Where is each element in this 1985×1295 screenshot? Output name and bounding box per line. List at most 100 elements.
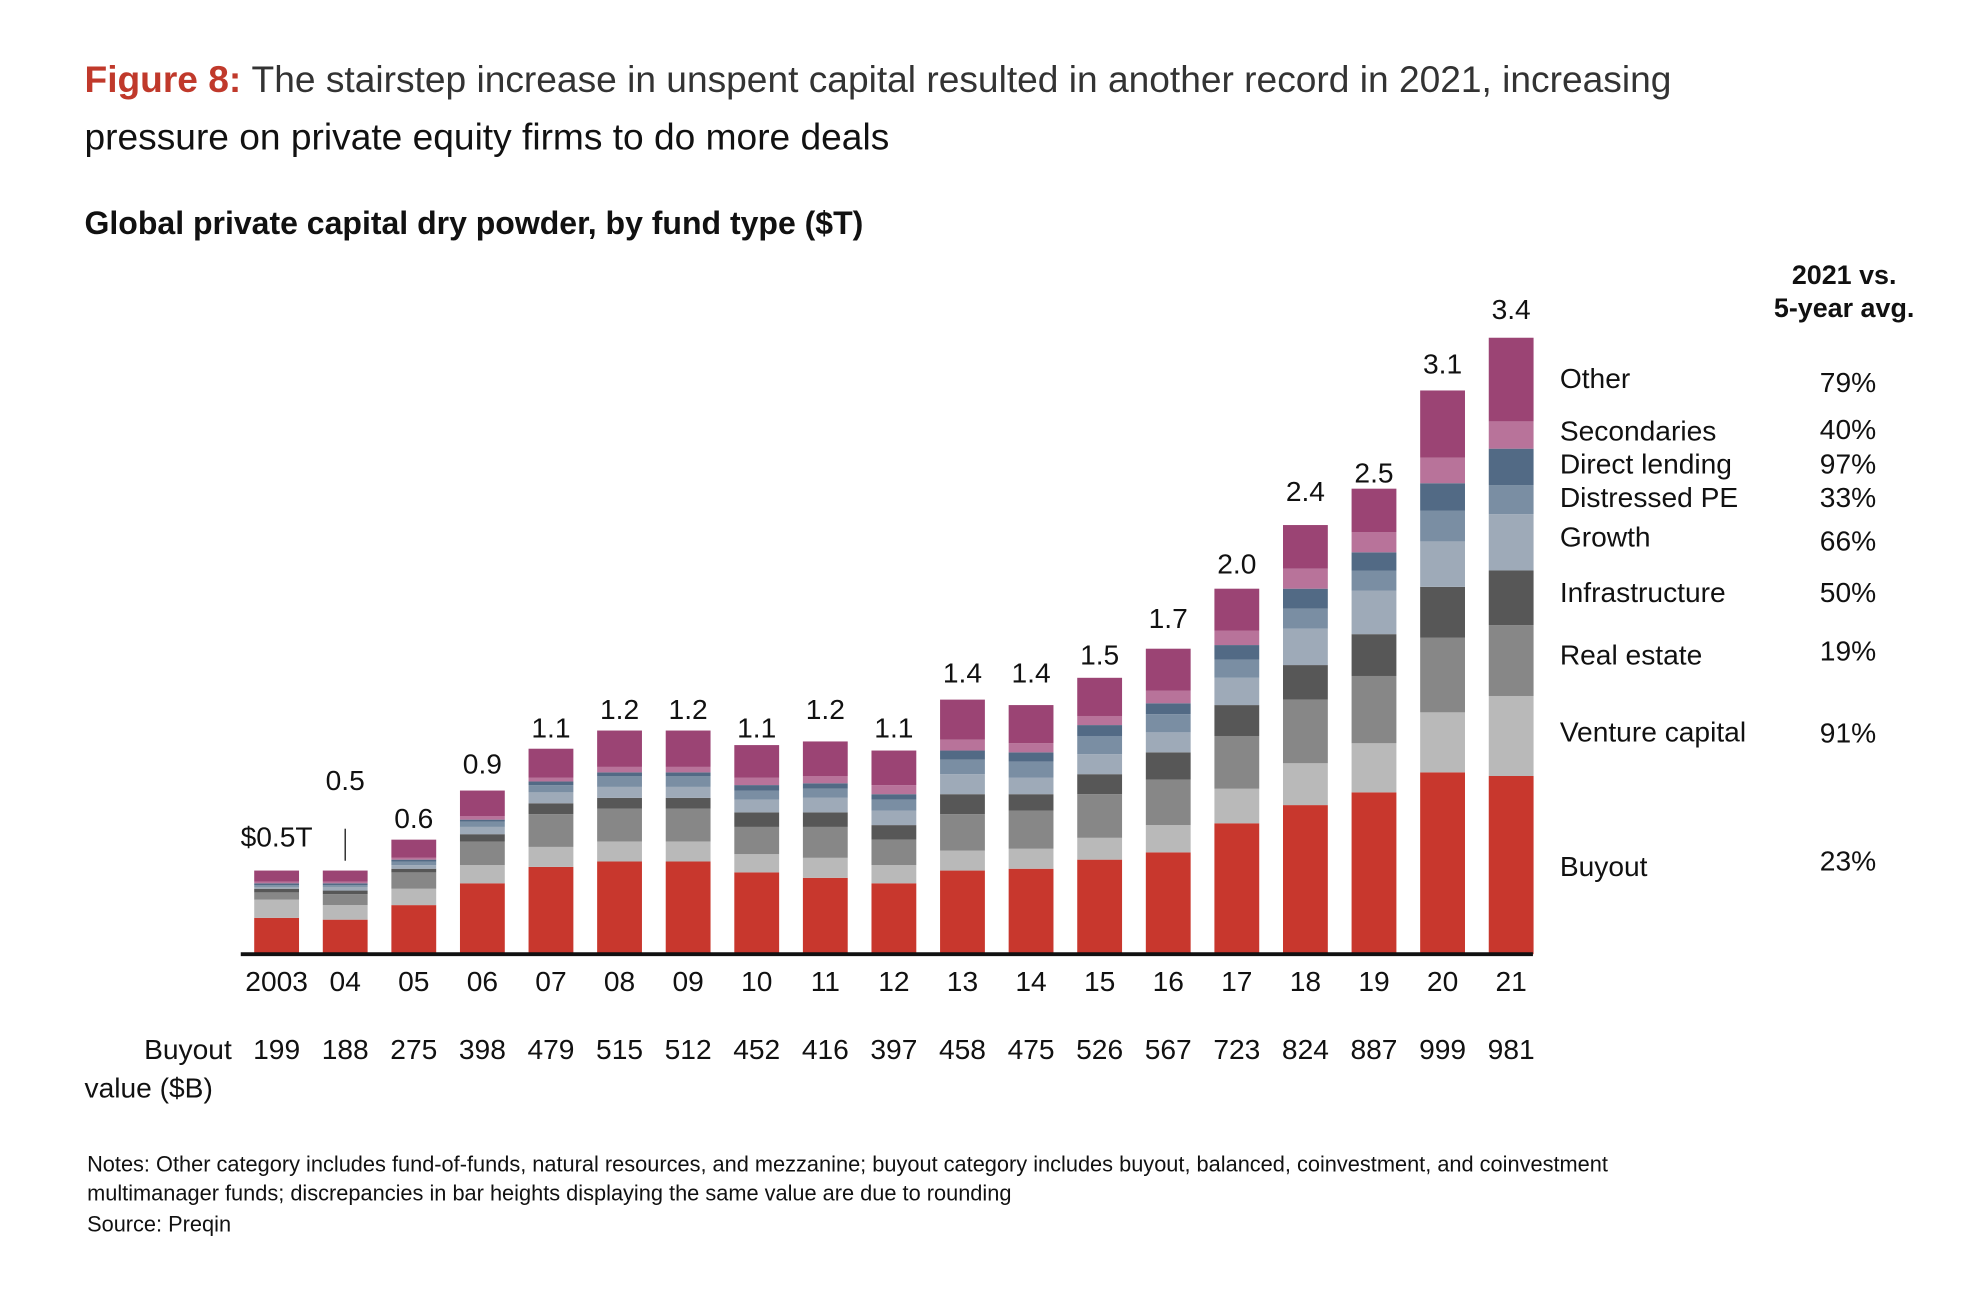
bar-segment	[802, 812, 848, 827]
bar-segment	[1214, 677, 1260, 706]
bar-segment	[1077, 715, 1123, 726]
x-tick-label: 20	[1427, 965, 1458, 997]
bar-segment	[665, 766, 711, 773]
bar-segment	[528, 781, 574, 786]
total-label: 1.2	[669, 693, 708, 725]
bar-segment	[597, 841, 642, 862]
bar-segment	[1282, 699, 1328, 764]
bar-segment	[871, 825, 917, 840]
buyout-value: 887	[1350, 1033, 1397, 1065]
total-label: 1.5	[1080, 639, 1119, 671]
bar-segment	[1214, 645, 1260, 660]
bar-segment	[1351, 532, 1397, 553]
buyout-value: 824	[1282, 1033, 1329, 1065]
x-tick-label: 2003	[245, 965, 308, 997]
bar-segment	[322, 894, 368, 906]
bar-segment	[940, 750, 985, 760]
bar-segment	[254, 888, 300, 893]
title-line: The stairstep increase in unspent capita…	[252, 58, 1672, 100]
legend-change: 91%	[1820, 717, 1876, 749]
legend-label: Venture capital	[1560, 715, 1746, 747]
total-label: 2.0	[1217, 548, 1256, 580]
buyout-value: 452	[733, 1033, 780, 1065]
total-label: 1.2	[600, 693, 639, 725]
bar-segment	[1488, 625, 1534, 696]
bar-segment	[734, 790, 780, 800]
legend-change: 19%	[1820, 635, 1876, 667]
buyout-value: 416	[802, 1033, 849, 1065]
bar-segment	[597, 766, 642, 773]
buyout-value: 458	[939, 1033, 986, 1065]
total-label: 2.4	[1286, 475, 1325, 507]
bar-segment	[391, 839, 437, 858]
bar-segment	[1420, 457, 1465, 484]
bar-segment	[391, 905, 437, 955]
bar-segment	[528, 803, 574, 815]
x-tick-label: 18	[1290, 965, 1321, 997]
bar-segment	[1420, 510, 1465, 542]
legend-label: Buyout	[1560, 850, 1648, 882]
bar-segment	[802, 826, 848, 858]
bar-segment	[1420, 586, 1465, 638]
bar-segment	[1077, 774, 1123, 795]
bar-segment	[665, 786, 711, 798]
bar-segment	[1008, 777, 1054, 795]
x-tick-label: 09	[672, 965, 703, 997]
bar-segment	[528, 846, 574, 867]
bar-segment	[1008, 794, 1054, 811]
buyout-value: 526	[1076, 1033, 1123, 1065]
total-label: 0.9	[463, 748, 502, 780]
legend-label: Infrastructure	[1560, 576, 1726, 608]
bar-segment	[734, 826, 780, 855]
bar-segment	[1145, 732, 1191, 753]
row-label: Buyout	[144, 1033, 232, 1065]
bar-segment	[597, 861, 642, 955]
total-label: $0.5T	[241, 820, 313, 852]
x-tick-label: 14	[1015, 965, 1046, 997]
bar-segment	[1077, 837, 1123, 860]
bar-segment	[940, 739, 985, 751]
bar-segment	[322, 885, 368, 887]
legend-change: 66%	[1820, 525, 1876, 557]
bar-segment	[459, 834, 505, 842]
bar-segment	[1351, 675, 1397, 744]
x-tick-label: 17	[1221, 965, 1252, 997]
bar-segment	[1351, 743, 1397, 793]
x-tick-label: 19	[1358, 965, 1389, 997]
bar-segment	[665, 861, 711, 955]
total-label: 3.4	[1492, 293, 1531, 325]
buyout-value: 398	[459, 1033, 506, 1065]
bar-segment	[665, 776, 711, 787]
bar-segment	[802, 788, 848, 798]
bar-segment	[1488, 421, 1534, 449]
bar-segment	[1420, 390, 1465, 458]
bar-segment	[254, 885, 300, 887]
x-tick-label: 06	[467, 965, 498, 997]
bar-segment	[322, 919, 368, 955]
bar-segment	[322, 886, 368, 891]
bar-segment	[1145, 825, 1191, 853]
bar-segment	[254, 870, 300, 882]
bar-segment	[1282, 805, 1328, 955]
bar-segment	[528, 748, 574, 778]
bar-segment	[1488, 514, 1534, 571]
bar-segment	[871, 750, 917, 786]
bar-segment	[322, 905, 368, 920]
total-label: 2.5	[1354, 457, 1393, 489]
bar-segment	[1351, 590, 1397, 635]
bar-segment	[1214, 588, 1260, 631]
bar-segment	[391, 865, 437, 869]
chart-subtitle: Global private capital dry powder, by fu…	[85, 205, 864, 241]
bar-segment	[1282, 568, 1328, 589]
bar-segment	[597, 730, 642, 767]
bar-segment	[528, 814, 574, 847]
bar-segment	[1420, 772, 1465, 955]
bar-segment	[459, 841, 505, 866]
bar-segment	[391, 861, 437, 866]
bar-segment	[802, 776, 848, 784]
legend-label: Distressed PE	[1560, 481, 1738, 513]
bar-segment	[871, 883, 917, 955]
bar-segment	[871, 810, 917, 826]
bar-segment	[1008, 743, 1054, 753]
